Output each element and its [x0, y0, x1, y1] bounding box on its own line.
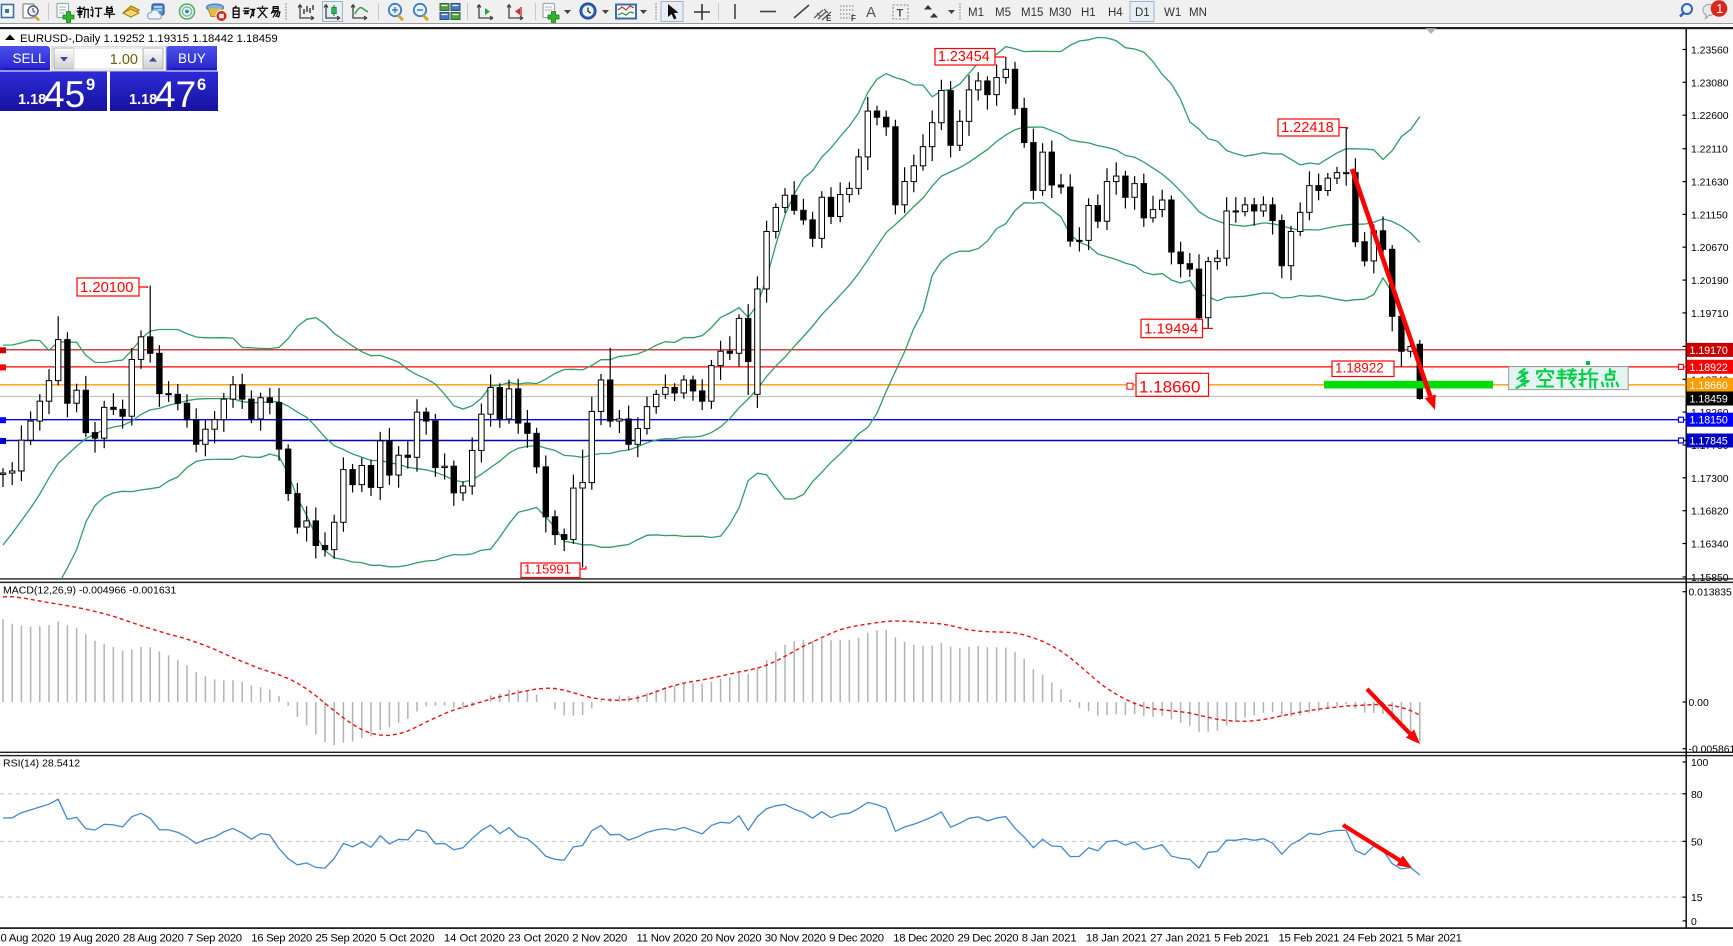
svg-text:6: 6	[197, 76, 206, 94]
svg-text:1.22600: 1.22600	[1691, 111, 1729, 122]
svg-text:9: 9	[86, 76, 95, 94]
svg-text:1.18: 1.18	[129, 92, 157, 108]
svg-text:1.00: 1.00	[110, 52, 138, 68]
svg-text:11 Nov 2020: 11 Nov 2020	[637, 933, 698, 945]
svg-text:80: 80	[1691, 790, 1703, 801]
svg-text:EURUSD-,Daily 1.19252 1.19315: EURUSD-,Daily 1.19252 1.19315 1.18442 1.…	[20, 33, 278, 45]
svg-text:H4: H4	[1108, 7, 1123, 19]
svg-text:18 Jan 2021: 18 Jan 2021	[1086, 933, 1147, 945]
svg-text:1.17300: 1.17300	[1691, 474, 1729, 485]
svg-text:1.16340: 1.16340	[1691, 540, 1729, 551]
svg-text:1.15850: 1.15850	[1691, 573, 1729, 584]
svg-text:BUY: BUY	[178, 51, 206, 66]
svg-text:M30: M30	[1049, 7, 1071, 19]
svg-text:20 Nov 2020: 20 Nov 2020	[701, 933, 762, 945]
svg-text:1.23080: 1.23080	[1691, 78, 1729, 89]
svg-text:14 Oct 2020: 14 Oct 2020	[444, 933, 505, 945]
svg-text:D1: D1	[1135, 7, 1150, 19]
svg-text:50: 50	[1691, 837, 1703, 848]
svg-text:1.17845: 1.17845	[1690, 436, 1728, 448]
svg-text:1.18922: 1.18922	[1335, 361, 1384, 376]
svg-text:M15: M15	[1021, 7, 1043, 19]
svg-text:0.013835: 0.013835	[1689, 588, 1733, 599]
svg-text:15 Feb 2021: 15 Feb 2021	[1279, 933, 1340, 945]
svg-text:RSI(14) 28.5412: RSI(14) 28.5412	[3, 758, 80, 770]
svg-text:29 Dec 2020: 29 Dec 2020	[958, 933, 1019, 945]
svg-text:47: 47	[155, 74, 196, 114]
svg-text:18 Dec 2020: 18 Dec 2020	[893, 933, 954, 945]
svg-text:1.20670: 1.20670	[1691, 243, 1729, 254]
svg-text:24 Feb 2021: 24 Feb 2021	[1343, 933, 1404, 945]
svg-text:1.18459: 1.18459	[1690, 394, 1728, 406]
svg-text:M1: M1	[968, 7, 984, 19]
svg-text:8 Jan 2021: 8 Jan 2021	[1022, 933, 1077, 945]
svg-text:H1: H1	[1081, 7, 1096, 19]
svg-text:28 Aug 2020: 28 Aug 2020	[123, 933, 184, 945]
svg-text:27 Jan 2021: 27 Jan 2021	[1150, 933, 1211, 945]
svg-text:-0.005861: -0.005861	[1689, 745, 1733, 756]
svg-text:1.18: 1.18	[18, 92, 46, 108]
svg-text:1.18660: 1.18660	[1690, 380, 1728, 392]
svg-text:1.16820: 1.16820	[1691, 507, 1729, 518]
svg-text:M5: M5	[995, 7, 1011, 19]
svg-text:SELL: SELL	[13, 51, 47, 66]
svg-text:10 Aug 2020: 10 Aug 2020	[0, 933, 56, 945]
svg-text:7 Sep 2020: 7 Sep 2020	[187, 933, 242, 945]
svg-text:1.23454: 1.23454	[938, 49, 990, 65]
svg-text:1: 1	[1716, 2, 1723, 16]
svg-text:5 Mar 2021: 5 Mar 2021	[1407, 933, 1462, 945]
svg-text:9 Dec 2020: 9 Dec 2020	[829, 933, 884, 945]
svg-text:5 Feb 2021: 5 Feb 2021	[1214, 933, 1269, 945]
svg-text:30 Nov 2020: 30 Nov 2020	[765, 933, 826, 945]
svg-text:16 Sep 2020: 16 Sep 2020	[251, 933, 312, 945]
svg-text:1.22418: 1.22418	[1281, 120, 1334, 136]
svg-text:1.19170: 1.19170	[1690, 345, 1728, 357]
svg-text:1.19494: 1.19494	[1144, 321, 1198, 338]
svg-text:0: 0	[1691, 917, 1697, 928]
svg-text:1.18150: 1.18150	[1690, 415, 1728, 427]
svg-text:0.00: 0.00	[1689, 698, 1709, 709]
svg-text:F: F	[851, 14, 856, 23]
svg-text:1.21630: 1.21630	[1691, 178, 1729, 189]
svg-text:25 Sep 2020: 25 Sep 2020	[316, 933, 377, 945]
svg-text:1.23560: 1.23560	[1691, 46, 1729, 57]
svg-text:MN: MN	[1189, 7, 1207, 19]
svg-text:T: T	[897, 8, 904, 20]
svg-text:1.22110: 1.22110	[1691, 145, 1728, 156]
svg-text:1.18922: 1.18922	[1690, 362, 1728, 374]
svg-text:W1: W1	[1164, 7, 1181, 19]
svg-text:MACD(12,26,9) -0.004966 -0.001: MACD(12,26,9) -0.004966 -0.001631	[3, 585, 177, 597]
svg-text:1.20190: 1.20190	[1691, 276, 1729, 287]
svg-text:1.20100: 1.20100	[80, 280, 134, 296]
svg-text:5 Oct 2020: 5 Oct 2020	[380, 933, 435, 945]
svg-text:1.19710: 1.19710	[1691, 309, 1729, 320]
svg-text:E: E	[826, 14, 832, 23]
svg-text:15: 15	[1691, 893, 1703, 904]
svg-text:23 Oct 2020: 23 Oct 2020	[508, 933, 569, 945]
svg-text:A: A	[866, 4, 876, 21]
svg-text:1.21150: 1.21150	[1691, 210, 1728, 221]
svg-text:2 Nov 2020: 2 Nov 2020	[572, 933, 627, 945]
svg-text:45: 45	[44, 74, 85, 114]
svg-text:1.15991: 1.15991	[524, 562, 571, 577]
svg-text:1.18660: 1.18660	[1139, 377, 1200, 396]
svg-text:19 Aug 2020: 19 Aug 2020	[59, 933, 120, 945]
svg-text:100: 100	[1691, 758, 1709, 769]
